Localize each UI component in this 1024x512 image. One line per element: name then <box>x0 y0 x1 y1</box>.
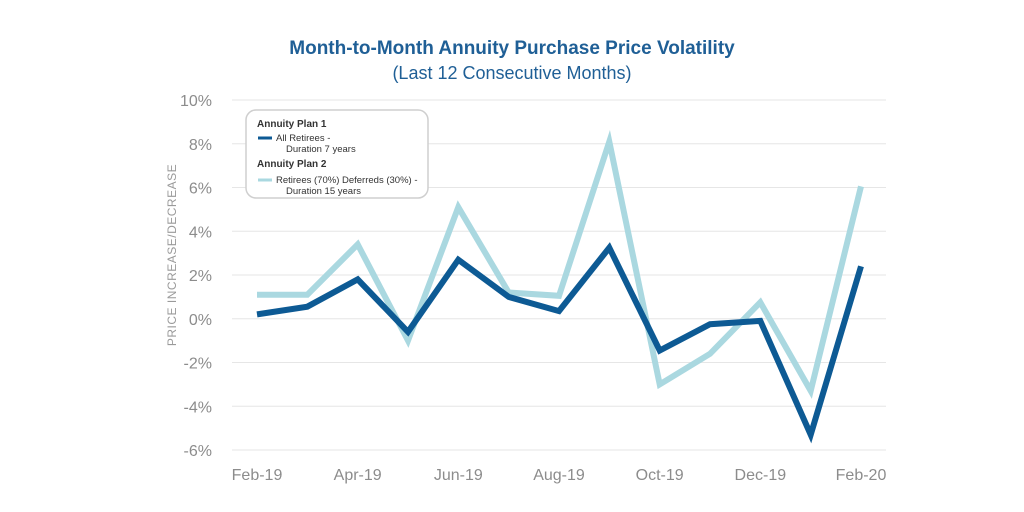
x-tick-label: Feb-20 <box>836 467 887 484</box>
legend-group-1-label: Annuity Plan 1 <box>257 119 327 130</box>
legend-group-2-label: Annuity Plan 2 <box>257 159 327 170</box>
legend-entry-2-line-2: Duration 15 years <box>286 186 361 197</box>
legend-entry-1-line-1: All Retirees - <box>276 133 330 144</box>
legend-box <box>245 109 429 199</box>
legend: Annuity Plan 1 All Retirees - Duration 7… <box>245 109 429 199</box>
y-tick-label: -4% <box>184 399 212 416</box>
y-tick-label: 0% <box>189 312 212 329</box>
chart-title: Month-to-Month Annuity Purchase Price Vo… <box>289 38 735 59</box>
x-tick-label: Apr-19 <box>334 467 382 484</box>
y-axis-ticks: 10% 8% 6% 4% 2% 0% -2% -4% -6% <box>180 93 212 460</box>
x-tick-label: Oct-19 <box>636 467 684 484</box>
x-tick-label: Dec-19 <box>735 467 787 484</box>
series-lines <box>256 129 864 444</box>
x-tick-label: Feb-19 <box>232 467 283 484</box>
x-tick-label: Aug-19 <box>533 467 585 484</box>
legend-entry-2-line-1: Retirees (70%) Deferreds (30%) - <box>276 175 418 186</box>
y-tick-label: 8% <box>189 137 212 154</box>
y-tick-label: 4% <box>189 224 212 241</box>
chart-subtitle: (Last 12 Consecutive Months) <box>392 63 631 83</box>
y-tick-label: 2% <box>189 268 212 285</box>
legend-entry-1-line-2: Duration 7 years <box>286 144 356 155</box>
y-tick-label: -2% <box>184 356 212 373</box>
x-axis-ticks: Feb-19 Apr-19 Jun-19 Aug-19 Oct-19 Dec-19 Feb-… <box>232 467 887 484</box>
y-tick-label: 6% <box>189 181 212 198</box>
y-tick-label: 10% <box>180 93 212 110</box>
y-axis-label: PRICE INCREASE/DECREASE <box>165 164 179 346</box>
x-tick-label: Jun-19 <box>434 467 483 484</box>
y-tick-label: -6% <box>184 443 212 460</box>
